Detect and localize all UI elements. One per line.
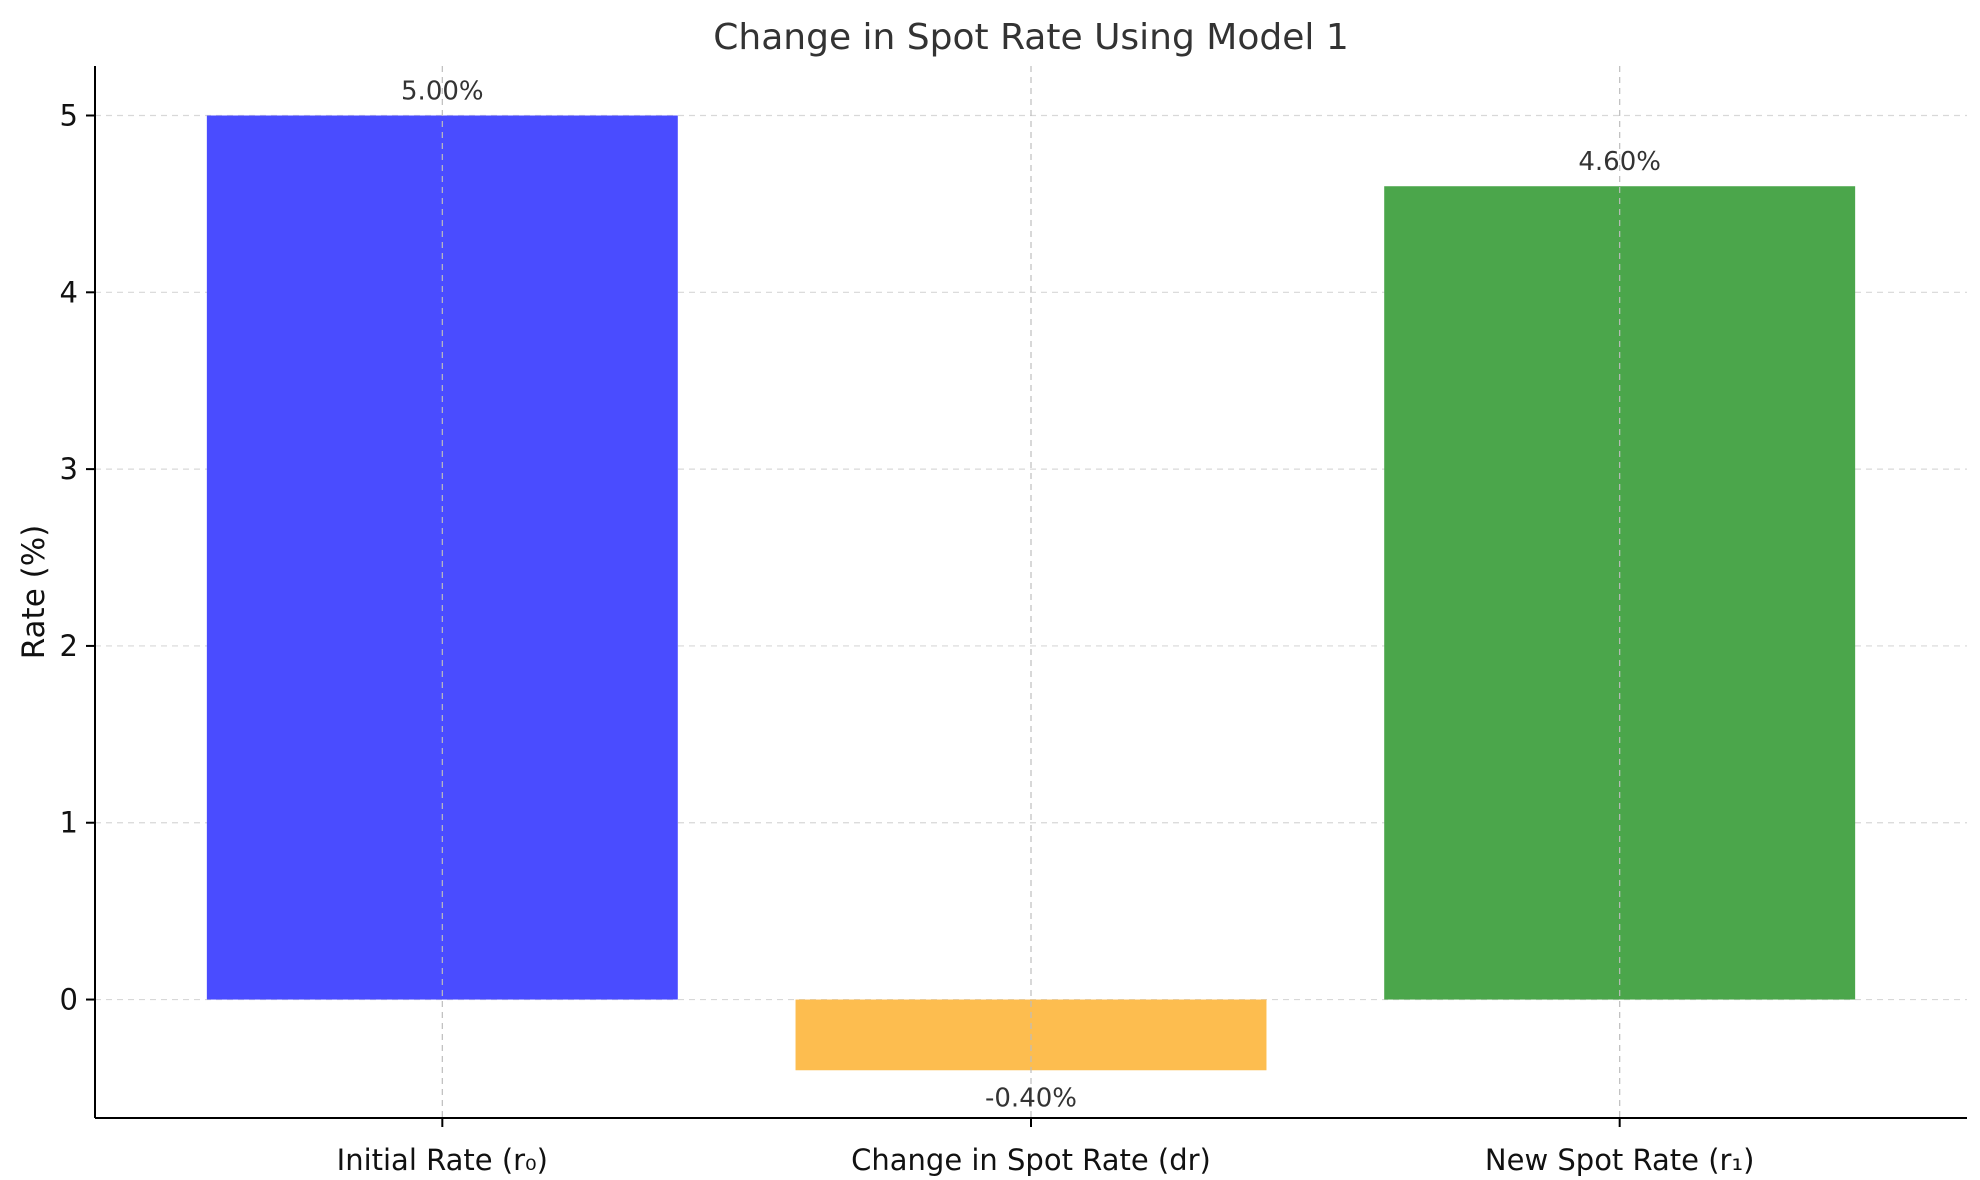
y-tick-label: 2 [60, 629, 78, 663]
x-tick-label: Initial Rate (r₀) [337, 1143, 548, 1177]
y-tick-label: 5 [60, 99, 78, 133]
labels-layer: 0 1 2 3 4 5 Initial Rate (r₀) Change in Spot Ra… [60, 77, 1755, 1177]
x-tick-label: Change in Spot Rate (dr) [851, 1143, 1211, 1177]
y-tick-label: 1 [60, 806, 78, 840]
y-axis-label: Rate (%) [16, 525, 52, 660]
data-label: 5.00% [401, 77, 484, 107]
bars-layer [206, 66, 1856, 1118]
data-label: -0.40% [985, 1083, 1077, 1113]
data-label: 4.60% [1578, 147, 1661, 177]
bar [206, 115, 678, 1000]
axes-layer [86, 66, 1967, 1127]
y-tick-label: 0 [60, 983, 78, 1017]
chart-title: Change in Spot Rate Using Model 1 [713, 17, 1348, 58]
y-tick-label: 4 [60, 275, 78, 309]
y-tick-label: 3 [60, 452, 78, 486]
x-tick-label: New Spot Rate (r₁) [1485, 1143, 1755, 1177]
